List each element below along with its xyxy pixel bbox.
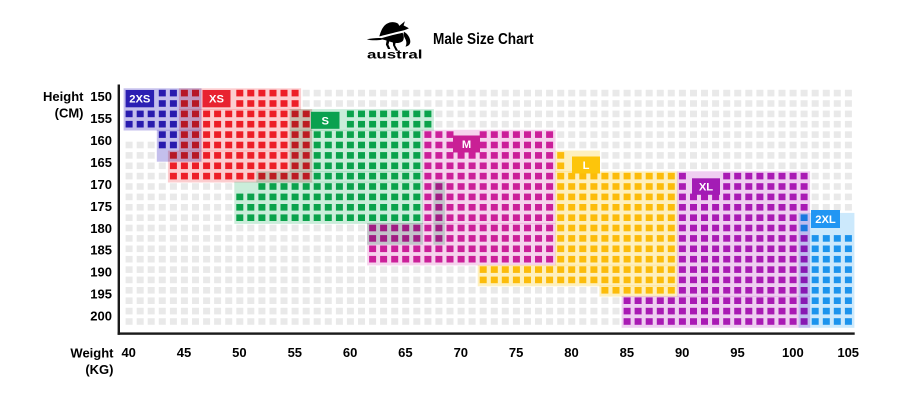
svg-text:65: 65 <box>398 345 412 360</box>
svg-text:Weight: Weight <box>70 346 114 361</box>
svg-text:175: 175 <box>90 199 112 214</box>
svg-text:Male Size Chart: Male Size Chart <box>433 31 534 48</box>
svg-text:100: 100 <box>782 345 804 360</box>
svg-text:2XS: 2XS <box>129 94 151 106</box>
svg-text:(KG): (KG) <box>85 362 113 377</box>
svg-text:85: 85 <box>620 345 634 360</box>
svg-text:80: 80 <box>564 345 578 360</box>
svg-text:XL: XL <box>699 182 713 194</box>
svg-text:150: 150 <box>90 89 112 104</box>
svg-text:75: 75 <box>509 345 523 360</box>
svg-text:180: 180 <box>90 221 112 236</box>
svg-text:Height: Height <box>43 89 84 104</box>
svg-text:165: 165 <box>90 155 112 170</box>
svg-text:M: M <box>462 139 471 151</box>
svg-text:190: 190 <box>90 265 112 280</box>
svg-text:S: S <box>321 115 329 127</box>
svg-text:70: 70 <box>454 345 468 360</box>
svg-text:160: 160 <box>90 133 112 148</box>
svg-text:40: 40 <box>121 345 135 360</box>
svg-text:195: 195 <box>90 287 112 302</box>
svg-text:XS: XS <box>209 94 224 106</box>
svg-text:105: 105 <box>837 345 859 360</box>
svg-text:45: 45 <box>177 345 191 360</box>
svg-text:185: 185 <box>90 243 112 258</box>
svg-text:95: 95 <box>730 345 744 360</box>
svg-text:2XL: 2XL <box>815 214 836 226</box>
svg-text:austral: austral <box>367 47 423 61</box>
svg-text:50: 50 <box>232 345 246 360</box>
svg-text:200: 200 <box>90 309 112 324</box>
svg-text:170: 170 <box>90 177 112 192</box>
svg-text:(CM): (CM) <box>55 106 84 121</box>
svg-text:55: 55 <box>288 345 302 360</box>
svg-text:L: L <box>583 160 590 172</box>
svg-text:60: 60 <box>343 345 357 360</box>
svg-text:90: 90 <box>675 345 689 360</box>
svg-text:155: 155 <box>90 111 112 126</box>
